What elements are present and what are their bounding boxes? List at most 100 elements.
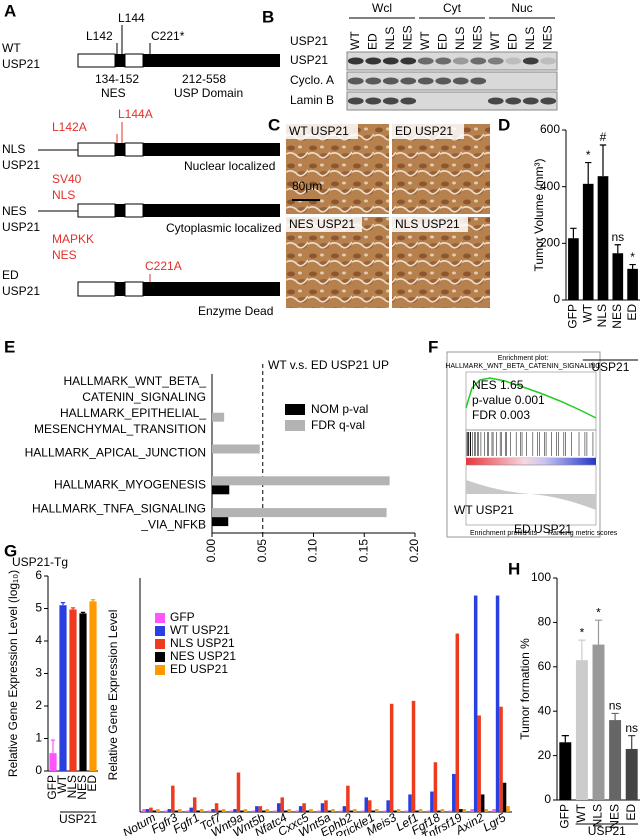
bar: [212, 508, 387, 518]
blot-band: [540, 97, 557, 105]
blot-band: [487, 57, 504, 65]
y-tick-label: 0: [544, 792, 551, 806]
error-bar: [594, 619, 603, 645]
error-bar: [80, 611, 86, 614]
x-tick-label: ED: [85, 775, 99, 792]
lane-label: ED: [505, 33, 519, 50]
blot-band: [400, 57, 417, 65]
y-tick-label: 5: [35, 601, 42, 615]
x-tick-label: WT: [580, 303, 594, 322]
bar: [568, 238, 579, 300]
fraction-label: Cyt: [443, 1, 462, 15]
lane-label: NES: [470, 25, 484, 50]
group-label: USP21: [59, 812, 97, 826]
bar: [404, 810, 409, 812]
domain-box: [77, 281, 116, 297]
x-tick-label: 0.05: [255, 539, 269, 563]
bar: [592, 644, 605, 800]
bar: [262, 810, 266, 812]
bar: [382, 810, 387, 812]
domain-box: [115, 204, 125, 217]
chart-title: WT v.s. ED USP21 UP: [268, 358, 389, 372]
bar: [79, 613, 87, 771]
error-bar: [578, 639, 586, 661]
bar: [89, 601, 97, 771]
construct-note: Nuclear localized: [184, 159, 275, 173]
y-tick-label: 1: [35, 731, 42, 745]
bar: [317, 810, 321, 812]
x-tick-label: 0.00: [204, 539, 218, 563]
x-tick-label: ED: [625, 304, 639, 321]
blot-strip: [346, 91, 558, 111]
domain-box: [143, 143, 280, 156]
site-label: L142: [86, 29, 113, 43]
gsea-stat: FDR 0.003: [472, 408, 530, 422]
error-bar: [561, 735, 569, 743]
lane-label: ED: [365, 33, 379, 50]
y-tick-label: 4: [35, 633, 42, 647]
bar: [455, 633, 460, 812]
bar: [371, 810, 376, 812]
x-tick-label: GFP: [45, 775, 59, 800]
bar: [255, 806, 259, 812]
y-tick-label: 600: [540, 122, 560, 136]
lane-header: USP21: [290, 34, 328, 48]
bar: [627, 268, 638, 300]
construct-note: Enzyme Dead: [198, 304, 273, 318]
panel-label: C: [268, 115, 280, 134]
bar: [167, 809, 172, 812]
y-tick-label: 80: [538, 615, 552, 629]
bar: [597, 176, 609, 300]
region-label: 212-558: [182, 72, 226, 86]
error-bar: [90, 599, 96, 602]
y-tick-label: HALLMARK_EPITHELIAL_: [60, 406, 206, 420]
blot-band: [417, 77, 434, 85]
y-tick-label: 100: [531, 570, 551, 584]
blot-strip: [346, 71, 558, 91]
blot-band: [400, 77, 417, 85]
lane-label: NLS: [523, 27, 537, 50]
x-tick-label: NLS: [591, 804, 605, 827]
construct-name: USP21: [2, 284, 40, 298]
bar: [212, 517, 229, 527]
bar: [426, 810, 431, 812]
error-bar: [50, 739, 56, 754]
bar: [265, 809, 270, 812]
lane-label: NES: [540, 25, 554, 50]
y-tick-label: _VIA_NFKB: [140, 517, 206, 531]
legend-label: ED USP21: [170, 662, 228, 676]
gsea-gene-set: HALLMARK_WNT_BETA_CATENIN_SIGNALING: [445, 363, 600, 370]
label-bg: [392, 217, 468, 232]
domain-box: [77, 53, 116, 68]
x-tick-label: NES: [607, 804, 621, 829]
gsea-plot: Enrichment plot: HALLMARK_WNT_BETA_CATEN…: [445, 351, 618, 538]
blot-strip: [346, 51, 558, 71]
bar: [473, 595, 478, 812]
image-label: NLS USP21: [395, 217, 460, 231]
enrichment-curve: [465, 377, 597, 419]
bar: [484, 809, 488, 812]
lane-label: NLS: [383, 27, 397, 50]
bar: [258, 806, 263, 812]
bar: [396, 809, 401, 812]
construct-name: USP21: [2, 220, 40, 234]
tag-label: SV40: [52, 172, 82, 186]
x-tick-label: ED: [624, 804, 638, 821]
bar: [361, 810, 365, 812]
bar: [174, 810, 179, 812]
x-tick-label: NES: [610, 304, 624, 329]
blot-band: [470, 77, 487, 85]
panel-label: H: [508, 559, 520, 578]
panel-label: F: [428, 337, 438, 356]
blot-band: [365, 77, 382, 85]
bar: [408, 794, 412, 812]
mutation-label: L142A: [52, 120, 87, 134]
bar: [339, 810, 343, 812]
bar: [276, 803, 281, 812]
y-tick-label: 40: [538, 703, 552, 717]
y-tick-label: 2: [35, 698, 42, 712]
bar: [411, 700, 416, 812]
y-tick-label: 200: [540, 236, 560, 250]
domain-box: [77, 203, 116, 218]
